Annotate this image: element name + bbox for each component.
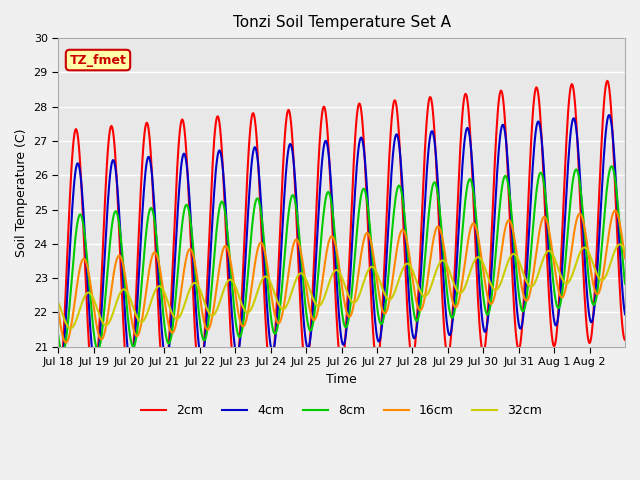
32cm [616, 241, 623, 247]
Legend: 2cm, 4cm, 8cm, 16cm, 32cm: 2cm, 4cm, 8cm, 16cm, 32cm [136, 399, 547, 422]
32cm [226, 277, 234, 283]
2cm [604, 78, 611, 84]
2cm [621, 337, 629, 343]
2cm [275, 265, 282, 271]
2cm [54, 388, 62, 394]
Line: 16cm: 16cm [58, 211, 625, 343]
8cm [401, 215, 408, 221]
32cm [433, 267, 440, 273]
8cm [275, 313, 283, 319]
4cm [401, 223, 408, 228]
Text: TZ_fmet: TZ_fmet [70, 54, 127, 67]
16cm [621, 255, 629, 261]
4cm [275, 285, 283, 290]
32cm [54, 300, 62, 305]
32cm [621, 248, 629, 254]
16cm [612, 208, 620, 214]
8cm [54, 332, 62, 338]
32cm [67, 325, 75, 331]
2cm [253, 141, 261, 146]
4cm [433, 160, 440, 166]
32cm [401, 263, 408, 268]
8cm [254, 196, 262, 202]
Line: 4cm: 4cm [58, 115, 625, 371]
2cm [432, 154, 440, 159]
4cm [56, 368, 63, 373]
Line: 32cm: 32cm [58, 244, 625, 328]
4cm [621, 312, 629, 317]
4cm [254, 157, 262, 163]
16cm [433, 225, 440, 231]
16cm [401, 230, 408, 236]
4cm [54, 363, 62, 369]
Title: Tonzi Soil Temperature Set A: Tonzi Soil Temperature Set A [232, 15, 451, 30]
16cm [122, 275, 129, 281]
32cm [254, 288, 262, 294]
X-axis label: Time: Time [326, 372, 357, 386]
8cm [608, 163, 616, 169]
Line: 8cm: 8cm [58, 166, 625, 353]
16cm [62, 340, 70, 346]
Y-axis label: Soil Temperature (C): Soil Temperature (C) [15, 128, 28, 257]
8cm [122, 288, 129, 294]
16cm [54, 307, 62, 313]
4cm [605, 112, 612, 118]
2cm [400, 237, 408, 243]
4cm [226, 275, 234, 280]
8cm [226, 253, 234, 259]
16cm [254, 246, 262, 252]
2cm [225, 297, 233, 303]
8cm [433, 184, 440, 190]
16cm [275, 320, 283, 326]
Line: 2cm: 2cm [58, 81, 625, 391]
8cm [621, 281, 629, 287]
8cm [59, 350, 67, 356]
32cm [275, 302, 283, 308]
4cm [122, 318, 129, 324]
16cm [226, 253, 234, 259]
2cm [121, 346, 129, 351]
32cm [122, 287, 129, 293]
